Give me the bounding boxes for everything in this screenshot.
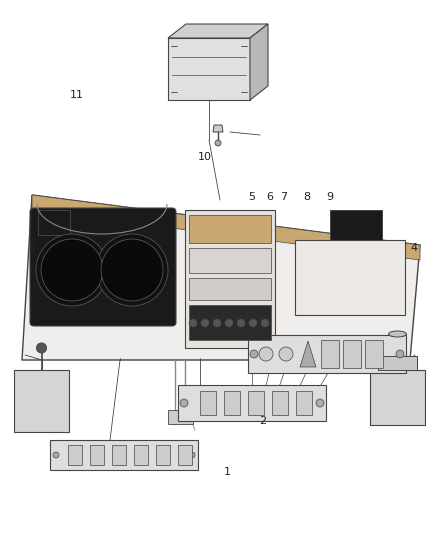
- Bar: [178, 385, 326, 421]
- Bar: [378, 356, 417, 370]
- Polygon shape: [213, 125, 223, 132]
- Bar: [156, 445, 170, 465]
- Bar: [370, 370, 425, 425]
- Bar: [189, 305, 271, 340]
- Circle shape: [180, 399, 188, 407]
- Bar: [296, 391, 312, 415]
- Bar: [189, 215, 271, 243]
- Text: 2: 2: [259, 416, 266, 426]
- Polygon shape: [32, 195, 420, 260]
- Circle shape: [225, 319, 233, 327]
- Bar: [185, 210, 275, 348]
- Bar: [248, 391, 264, 415]
- Text: 9: 9: [326, 192, 333, 202]
- Circle shape: [316, 399, 324, 407]
- Bar: [189, 278, 271, 300]
- Bar: [112, 445, 126, 465]
- Circle shape: [201, 319, 209, 327]
- Polygon shape: [168, 38, 250, 100]
- Text: 6: 6: [266, 192, 273, 202]
- Bar: [321, 340, 339, 368]
- Bar: [14, 370, 69, 432]
- Circle shape: [36, 234, 108, 306]
- Circle shape: [101, 239, 163, 301]
- Text: 8: 8: [303, 192, 310, 202]
- Bar: [178, 445, 192, 465]
- Bar: [248, 335, 406, 373]
- Bar: [90, 445, 104, 465]
- Bar: [330, 210, 382, 240]
- Bar: [134, 445, 148, 465]
- Circle shape: [261, 319, 269, 327]
- Circle shape: [53, 452, 59, 458]
- Polygon shape: [250, 24, 268, 100]
- Polygon shape: [300, 341, 316, 367]
- Bar: [343, 340, 361, 368]
- Bar: [68, 445, 82, 465]
- Bar: [224, 391, 240, 415]
- Text: 10: 10: [198, 152, 212, 162]
- Text: 4: 4: [410, 243, 417, 253]
- Circle shape: [189, 452, 195, 458]
- Circle shape: [259, 347, 273, 361]
- Text: 3: 3: [28, 243, 35, 253]
- Bar: [50, 440, 198, 470]
- Bar: [295, 240, 405, 315]
- Circle shape: [213, 319, 221, 327]
- Text: 1: 1: [224, 467, 231, 477]
- Circle shape: [41, 239, 103, 301]
- Polygon shape: [22, 195, 420, 360]
- Bar: [272, 391, 288, 415]
- Text: 5: 5: [248, 192, 255, 202]
- Bar: [200, 391, 216, 415]
- Circle shape: [249, 319, 257, 327]
- Circle shape: [279, 347, 293, 361]
- Circle shape: [396, 350, 404, 358]
- Text: 7: 7: [280, 192, 287, 202]
- Bar: [189, 248, 271, 273]
- Bar: [168, 410, 193, 424]
- Circle shape: [36, 343, 46, 353]
- Circle shape: [250, 350, 258, 358]
- Bar: [365, 340, 383, 368]
- Circle shape: [189, 319, 197, 327]
- Polygon shape: [168, 24, 268, 38]
- Text: 11: 11: [70, 90, 84, 100]
- Circle shape: [215, 140, 221, 146]
- Circle shape: [96, 234, 168, 306]
- Circle shape: [237, 319, 245, 327]
- FancyBboxPatch shape: [30, 208, 176, 326]
- Bar: [38, 210, 70, 235]
- Ellipse shape: [389, 331, 406, 337]
